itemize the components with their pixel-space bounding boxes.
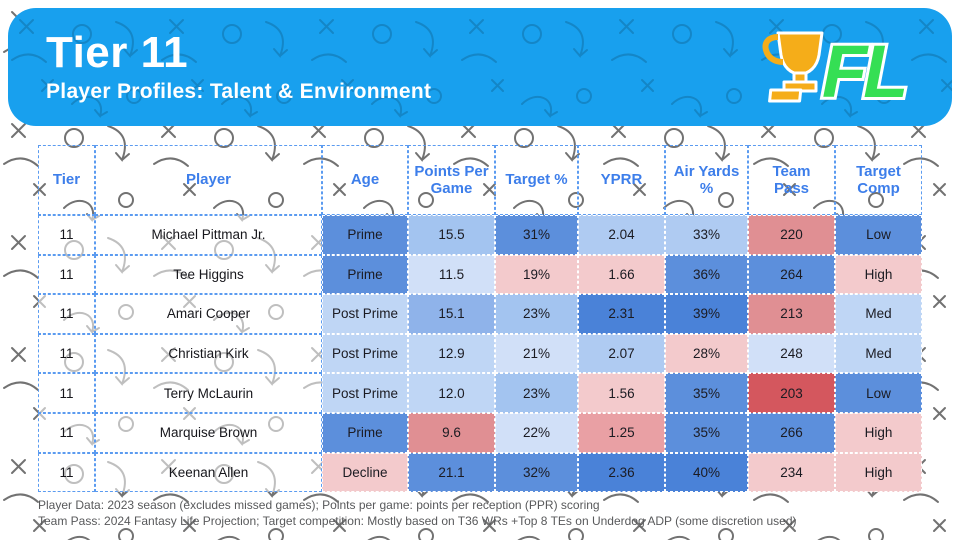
team-pass-cell-marquise-brown: 266 [748, 412, 835, 453]
tier-cell-terry-mclaurin: 11 [38, 373, 95, 413]
fantasy-life-logo: FL [756, 21, 916, 113]
player-cell-keenan-allen: Keenan Allen [95, 452, 322, 493]
air-yards-cell-amari-cooper: 39% [665, 294, 748, 334]
target-cell-keenan-allen: 32% [495, 452, 578, 493]
tier-cell-christian-kirk: 11 [38, 333, 95, 374]
column-header-player: Player [95, 145, 322, 215]
tier-cell-michael-pittman-jr: 11 [38, 215, 95, 255]
yprr-cell-tee-higgins: 1.66 [578, 254, 665, 295]
yprr-cell-michael-pittman-jr: 2.04 [578, 215, 665, 255]
age-cell-marquise-brown: Prime [322, 412, 408, 453]
age-cell-amari-cooper: Post Prime [322, 294, 408, 334]
points-per-game-cell-michael-pittman-jr: 15.5 [408, 215, 495, 255]
points-per-game-cell-marquise-brown: 9.6 [408, 412, 495, 453]
age-cell-michael-pittman-jr: Prime [322, 215, 408, 255]
age-cell-terry-mclaurin: Post Prime [322, 373, 408, 413]
target-cell-christian-kirk: 21% [495, 333, 578, 374]
trophy-icon: FL [762, 27, 911, 113]
age-cell-keenan-allen: Decline [322, 452, 408, 493]
target-comp-cell-terry-mclaurin: Low [835, 373, 922, 413]
banner-titles: Tier 11 Player Profiles: Talent & Enviro… [46, 27, 432, 104]
yprr-cell-amari-cooper: 2.31 [578, 294, 665, 334]
tier-cell-marquise-brown: 11 [38, 412, 95, 453]
yprr-cell-terry-mclaurin: 1.56 [578, 373, 665, 413]
team-pass-cell-terry-mclaurin: 203 [748, 373, 835, 413]
team-pass-cell-tee-higgins: 264 [748, 254, 835, 295]
footnote-line-2: Team Pass: 2024 Fantasy Life Projection;… [38, 514, 797, 528]
team-pass-cell-amari-cooper: 213 [748, 294, 835, 334]
target-comp-cell-christian-kirk: Med [835, 333, 922, 374]
header-banner: Tier 11 Player Profiles: Talent & Enviro… [8, 8, 952, 126]
air-yards-cell-terry-mclaurin: 35% [665, 373, 748, 413]
points-per-game-cell-amari-cooper: 15.1 [408, 294, 495, 334]
points-per-game-cell-christian-kirk: 12.9 [408, 333, 495, 374]
yprr-cell-keenan-allen: 2.36 [578, 452, 665, 493]
tier-cell-tee-higgins: 11 [38, 254, 95, 295]
team-pass-cell-michael-pittman-jr: 220 [748, 215, 835, 255]
player-cell-amari-cooper: Amari Cooper [95, 294, 322, 334]
points-per-game-cell-keenan-allen: 21.1 [408, 452, 495, 493]
column-header-target-comp: Target Comp [835, 145, 922, 215]
column-header-team-pass: Team Pass [748, 145, 835, 215]
tier-cell-keenan-allen: 11 [38, 452, 95, 493]
tier-cell-amari-cooper: 11 [38, 294, 95, 334]
age-cell-tee-higgins: Prime [322, 254, 408, 295]
target-cell-michael-pittman-jr: 31% [495, 215, 578, 255]
team-pass-cell-keenan-allen: 234 [748, 452, 835, 493]
air-yards-cell-marquise-brown: 35% [665, 412, 748, 453]
page-title: Tier 11 [46, 27, 189, 77]
air-yards-cell-tee-higgins: 36% [665, 254, 748, 295]
column-header-target: Target % [495, 145, 578, 215]
target-cell-terry-mclaurin: 23% [495, 373, 578, 413]
target-comp-cell-keenan-allen: High [835, 452, 922, 493]
player-cell-michael-pittman-jr: Michael Pittman Jr. [95, 215, 322, 255]
team-pass-cell-christian-kirk: 248 [748, 333, 835, 374]
points-per-game-cell-tee-higgins: 11.5 [408, 254, 495, 295]
column-header-yprr: YPRR [578, 145, 665, 215]
target-comp-cell-tee-higgins: High [835, 254, 922, 295]
logo-text: FL [822, 30, 904, 113]
player-cell-christian-kirk: Christian Kirk [95, 333, 322, 374]
column-header-points-per-game: Points Per Game [408, 145, 495, 215]
target-cell-tee-higgins: 19% [495, 254, 578, 295]
air-yards-cell-michael-pittman-jr: 33% [665, 215, 748, 255]
target-cell-marquise-brown: 22% [495, 412, 578, 453]
air-yards-cell-keenan-allen: 40% [665, 452, 748, 493]
player-profile-table: Tier Player Age Points Per Game Target % YPRR… [38, 145, 922, 493]
footnotes: Player Data: 2023 season (excludes misse… [38, 497, 940, 529]
column-header-age: Age [322, 145, 408, 215]
target-comp-cell-michael-pittman-jr: Low [835, 215, 922, 255]
page-subtitle: Player Profiles: Talent & Environment [46, 80, 432, 104]
yprr-cell-marquise-brown: 1.25 [578, 412, 665, 453]
yprr-cell-christian-kirk: 2.07 [578, 333, 665, 374]
air-yards-cell-christian-kirk: 28% [665, 333, 748, 374]
points-per-game-cell-terry-mclaurin: 12.0 [408, 373, 495, 413]
age-cell-christian-kirk: Post Prime [322, 333, 408, 374]
player-cell-marquise-brown: Marquise Brown [95, 412, 322, 453]
footnote-line-1: Player Data: 2023 season (excludes misse… [38, 498, 600, 512]
target-comp-cell-marquise-brown: High [835, 412, 922, 453]
player-cell-terry-mclaurin: Terry McLaurin [95, 373, 322, 413]
player-cell-tee-higgins: Tee Higgins [95, 254, 322, 295]
column-header-tier: Tier [38, 145, 95, 215]
target-comp-cell-amari-cooper: Med [835, 294, 922, 334]
column-header-air-yards: Air Yards % [665, 145, 748, 215]
target-cell-amari-cooper: 23% [495, 294, 578, 334]
